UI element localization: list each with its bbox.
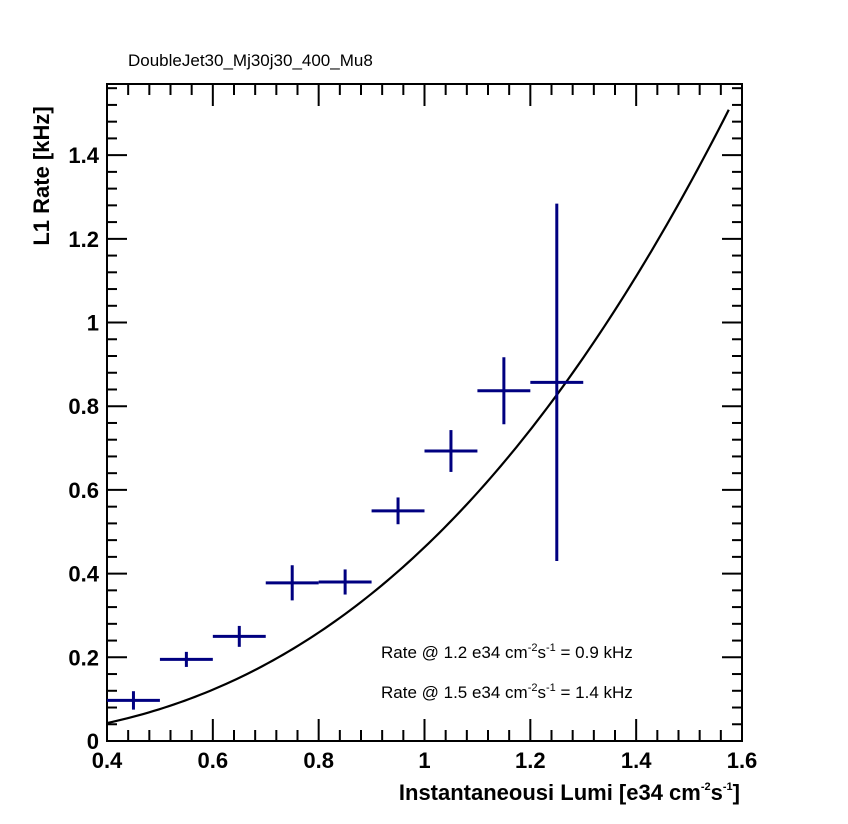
x-axis-title-end: ] (733, 780, 740, 805)
data-point (265, 565, 319, 601)
y-tick-labels: 0 0.2 0.4 0.6 0.8 1 1.2 1.4 (68, 143, 99, 754)
annotation-text: Rate @ 1.2 e34 cm (381, 643, 528, 662)
annotation-text: s (538, 683, 547, 702)
y-tick-label: 1 (87, 311, 99, 336)
y-tick-label: 0.6 (68, 478, 99, 503)
y-tick-label: 0.8 (68, 394, 99, 419)
x-axis-title-sup1: -2 (701, 781, 711, 793)
y-tick-label: 1.2 (68, 227, 99, 252)
annotation-sup: -2 (528, 682, 538, 694)
x-tick-label: 1.6 (727, 748, 758, 773)
x-tick-label: 0.6 (198, 748, 229, 773)
annotation-sup: -2 (528, 642, 538, 654)
x-axis-title: Instantaneousi Lumi [e34 cm-2s-1] (399, 780, 740, 805)
annotation-text: = 0.9 kHz (556, 643, 633, 662)
x-tick-labels: 0.4 0.6 0.8 1 1.2 1.4 1.6 (92, 748, 758, 773)
x-tick-label: 0.8 (303, 748, 334, 773)
annotation-rate-1-2: Rate @ 1.2 e34 cm-2s-1 = 0.9 kHz (381, 642, 633, 662)
data-point (159, 651, 213, 667)
x-tick-label: 1.2 (515, 748, 546, 773)
y-tick-label: 0.4 (68, 562, 99, 587)
annotation-text: = 1.4 kHz (556, 683, 633, 702)
y-tick-label: 0.2 (68, 645, 99, 670)
annotation-text: s (538, 643, 547, 662)
data-point (424, 430, 478, 472)
data-point (371, 497, 425, 525)
annotation-text: Rate @ 1.5 e34 cm (381, 683, 528, 702)
annotation-rate-1-5: Rate @ 1.5 e34 cm-2s-1 = 1.4 kHz (381, 682, 633, 702)
fit-curve (106, 109, 730, 725)
axis-ticks (106, 84, 743, 742)
x-tick-label: 1.4 (621, 748, 652, 773)
y-tick-label: 0 (87, 729, 99, 754)
plot-title: DoubleJet30_Mj30j30_400_Mu8 (128, 51, 373, 70)
x-axis-title-mid: s (711, 780, 723, 805)
data-point (530, 203, 584, 562)
data-point (477, 357, 531, 425)
data-point (318, 569, 372, 595)
x-axis-title-main: Instantaneousi Lumi [e34 cm (399, 780, 701, 805)
data-points (107, 203, 584, 710)
data-point (107, 691, 160, 710)
data-point (212, 625, 266, 647)
x-tick-label: 0.4 (92, 748, 123, 773)
y-tick-label: 1.4 (68, 143, 99, 168)
x-tick-label: 1 (418, 748, 430, 773)
x-axis-title-sup2: -1 (723, 781, 733, 793)
annotation-sup: -1 (546, 642, 556, 654)
annotation-sup: -1 (546, 682, 556, 694)
y-axis-title: L1 Rate [kHz] (29, 106, 54, 245)
